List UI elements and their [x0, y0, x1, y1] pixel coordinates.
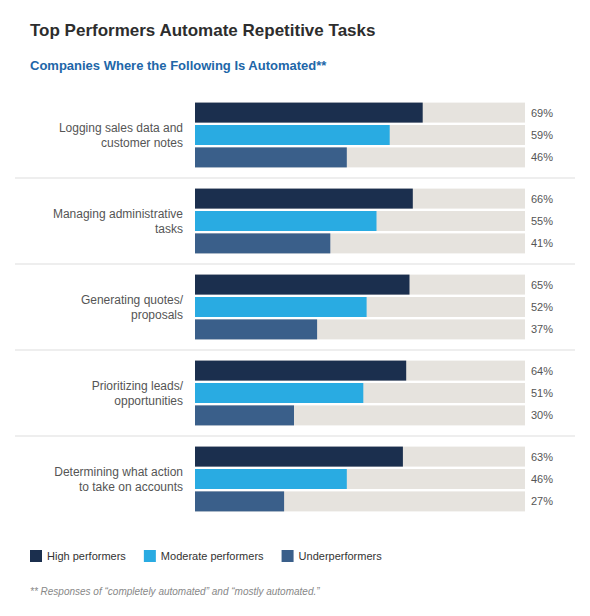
- data-label: 27%: [531, 495, 553, 507]
- data-label: 37%: [531, 323, 553, 335]
- bars: [195, 103, 525, 512]
- bar-track: [195, 233, 525, 253]
- data-label: 59%: [531, 129, 553, 141]
- legend-swatch: [144, 550, 156, 562]
- data-label: 41%: [531, 237, 553, 249]
- category-label: Prioritizing leads/opportunities: [92, 379, 184, 408]
- separator: [15, 264, 575, 265]
- bar: [195, 211, 377, 231]
- subtitle: Companies Where the Following Is Automat…: [30, 58, 327, 73]
- category-label-line: Determining what action: [54, 465, 183, 479]
- title: Top Performers Automate Repetitive Tasks: [30, 21, 375, 40]
- bar: [195, 405, 294, 425]
- legend-swatch: [282, 550, 294, 562]
- bar: [195, 491, 284, 511]
- bar: [195, 383, 363, 403]
- legend-label: Moderate performers: [161, 550, 264, 562]
- legend: High performers Moderate performers Underp…: [30, 550, 382, 562]
- bar: [195, 103, 423, 123]
- bar-track: [195, 125, 525, 145]
- bar: [195, 361, 406, 381]
- bar-track: [195, 319, 525, 339]
- legend-label: High performers: [47, 550, 126, 562]
- separator: [15, 178, 575, 179]
- legend-swatch: [30, 550, 42, 562]
- bar-track: [195, 491, 525, 511]
- labels: Logging sales data andcustomer notes 69% 5…: [53, 107, 553, 508]
- separator: [15, 436, 575, 437]
- bar: [195, 233, 330, 253]
- data-label: 69%: [531, 107, 553, 119]
- background: [0, 0, 590, 616]
- bar: [195, 275, 410, 295]
- data-label: 51%: [531, 387, 553, 399]
- bar: [195, 189, 413, 209]
- category-label-line: Prioritizing leads/: [92, 379, 184, 393]
- data-label: 65%: [531, 279, 553, 291]
- data-label: 66%: [531, 193, 553, 205]
- data-label: 55%: [531, 215, 553, 227]
- category-label: Logging sales data andcustomer notes: [59, 121, 183, 150]
- bar-track: [195, 147, 525, 167]
- legend-label: Underperformers: [299, 550, 383, 562]
- category-label-line: opportunities: [114, 394, 183, 408]
- bar: [195, 319, 317, 339]
- category-label-line: to take on accounts: [79, 480, 183, 494]
- data-label: 52%: [531, 301, 553, 313]
- bar-track: [195, 405, 525, 425]
- category-label: Managing administrativetasks: [53, 207, 183, 236]
- bar: [195, 147, 347, 167]
- bar-track: [195, 469, 525, 489]
- data-label: 46%: [531, 151, 553, 163]
- category-label-line: tasks: [155, 222, 183, 236]
- bar: [195, 125, 390, 145]
- bar-track: [195, 447, 525, 467]
- category-label: Generating quotes/proposals: [81, 293, 184, 322]
- data-label: 63%: [531, 451, 553, 463]
- data-label: 46%: [531, 473, 553, 485]
- bar-track: [195, 275, 525, 295]
- footnote: ** Responses of “completely automated” a…: [30, 586, 320, 597]
- data-label: 64%: [531, 365, 553, 377]
- category-label-line: Logging sales data and: [59, 121, 183, 135]
- category-label-line: Managing administrative: [53, 207, 183, 221]
- bar-track: [195, 103, 525, 123]
- bar: [195, 469, 347, 489]
- bar-track: [195, 361, 525, 381]
- bar: [195, 297, 367, 317]
- bar: [195, 447, 403, 467]
- separator: [15, 350, 575, 351]
- bar-track: [195, 297, 525, 317]
- bar-track: [195, 189, 525, 209]
- data-label: 30%: [531, 409, 553, 421]
- bar-track: [195, 383, 525, 403]
- category-label-line: Generating quotes/: [81, 293, 184, 307]
- category-label-line: customer notes: [101, 136, 183, 150]
- bar-track: [195, 211, 525, 231]
- category-label: Determining what actionto take on accoun…: [54, 465, 183, 494]
- chart: Top Performers Automate Repetitive Tasks…: [0, 0, 590, 616]
- category-label-line: proposals: [131, 308, 183, 322]
